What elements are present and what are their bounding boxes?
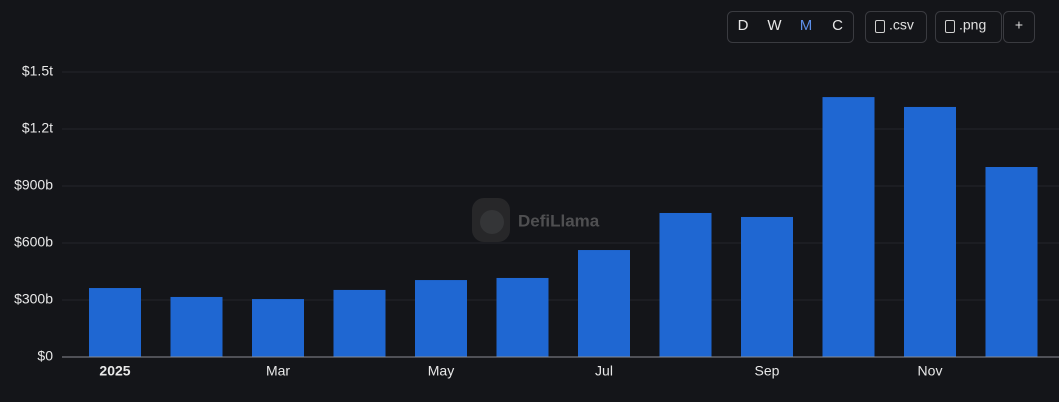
interval-button[interactable]: W — [767, 17, 782, 34]
bar — [985, 167, 1038, 357]
bar — [170, 296, 223, 357]
bar — [252, 299, 304, 357]
toolbar-button[interactable] — [865, 11, 927, 43]
bar — [904, 106, 956, 358]
toolbar-button[interactable] — [935, 11, 1002, 43]
watermark: DefiLlama — [472, 198, 600, 242]
interval-button[interactable]: M — [800, 17, 813, 34]
bar — [496, 277, 549, 357]
y-tick-label: $1.2t — [22, 120, 53, 136]
x-tick-label: Nov — [918, 363, 943, 379]
x-tick-label: Mar — [266, 363, 290, 379]
x-tick-label: Sep — [755, 363, 780, 379]
toolbar-button-label[interactable]: .csv — [889, 17, 914, 33]
bar — [89, 288, 141, 357]
bar — [822, 97, 875, 357]
bar — [741, 216, 793, 357]
y-tick-label: $1.5t — [22, 63, 53, 79]
y-tick-label: $0 — [37, 348, 53, 364]
toolbar-button[interactable] — [1003, 11, 1035, 43]
y-tick-label: $900b — [14, 177, 53, 193]
interval-button[interactable]: D — [738, 17, 749, 34]
bar — [333, 289, 386, 357]
interval-group — [727, 11, 854, 43]
bar — [578, 250, 630, 357]
toolbar-button-label[interactable]: + — [1015, 17, 1023, 33]
bar — [415, 280, 467, 357]
x-tick-label: May — [428, 363, 454, 379]
file-icon — [875, 20, 885, 33]
bar — [659, 212, 712, 357]
watermark-text: DefiLlama — [518, 211, 600, 230]
watermark-logo-mark — [480, 210, 504, 234]
y-tick-label: $300b — [14, 291, 53, 307]
x-tick-label: 2025 — [99, 363, 130, 379]
y-tick-label: $600b — [14, 234, 53, 250]
file-icon — [945, 20, 955, 33]
interval-button[interactable]: C — [832, 17, 843, 34]
x-tick-label: Jul — [595, 363, 613, 379]
toolbar-button-label[interactable]: .png — [959, 17, 986, 33]
